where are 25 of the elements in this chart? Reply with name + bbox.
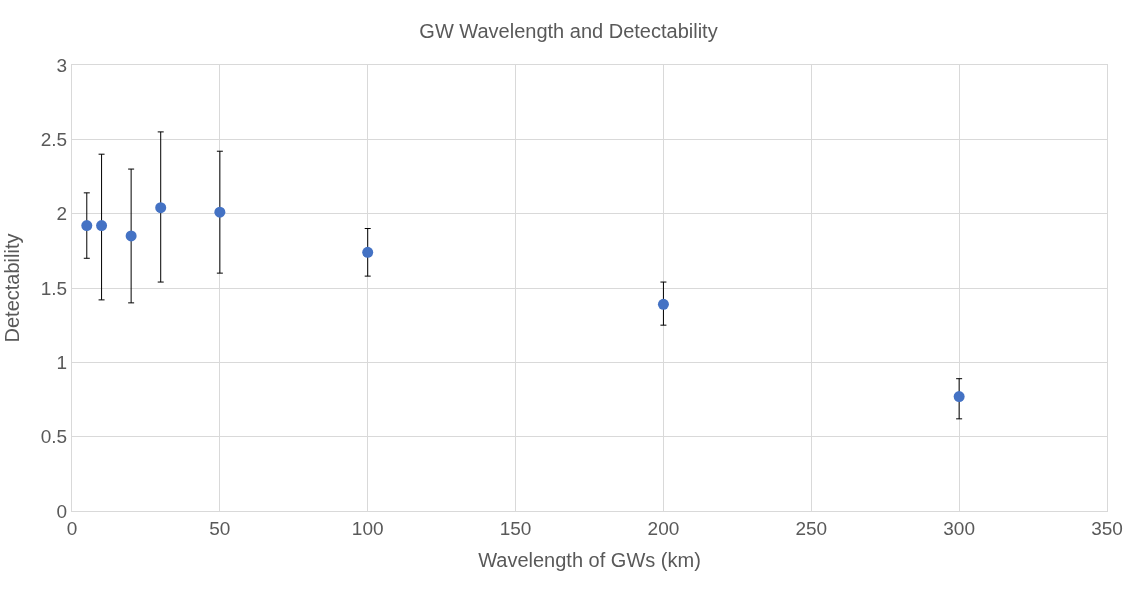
- point: [96, 220, 108, 232]
- point: [657, 298, 669, 310]
- y-tick-label: 0: [56, 500, 68, 522]
- y-tick-label: 1: [56, 351, 68, 373]
- x-tick-label: 250: [795, 517, 828, 539]
- x-tick-label: 50: [209, 517, 231, 539]
- x-axis-title: Wavelength of GWs (km): [478, 549, 701, 572]
- y-tick-label: 2: [56, 203, 68, 225]
- point: [155, 202, 167, 214]
- y-axis-title: Detectability: [1, 233, 24, 343]
- y-tick-label: 0.5: [40, 426, 68, 448]
- x-tick-label: 100: [351, 517, 384, 539]
- point: [362, 246, 374, 258]
- point: [125, 230, 137, 242]
- point: [214, 206, 226, 218]
- y-tick-label: 3: [56, 54, 68, 76]
- x-tick-label: 350: [1091, 517, 1123, 539]
- x-tick-label: 200: [647, 517, 680, 539]
- x-tick-label: 300: [943, 517, 975, 539]
- point: [81, 220, 93, 232]
- chart-title: GW Wavelength and Detectability: [419, 19, 718, 42]
- point: [953, 391, 965, 403]
- x-tick-label: 150: [499, 517, 532, 539]
- y-tick-label: 1.5: [40, 277, 68, 299]
- y-tick-label: 2.5: [40, 128, 68, 150]
